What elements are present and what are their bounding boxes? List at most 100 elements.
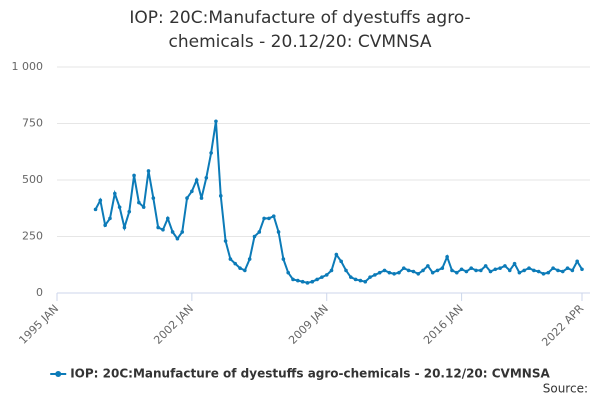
point (132, 173, 136, 178)
point (368, 275, 372, 279)
point (440, 266, 445, 270)
x-tick-label: 2009 JAN (286, 302, 331, 347)
point (214, 119, 218, 124)
point (560, 269, 565, 274)
point (228, 257, 233, 261)
point (464, 269, 469, 274)
point (580, 267, 584, 272)
source: Source: (543, 382, 588, 396)
point (430, 270, 435, 275)
point (262, 216, 266, 221)
point (320, 275, 324, 279)
point (344, 268, 348, 273)
point (204, 175, 209, 180)
point (349, 275, 353, 279)
point (445, 255, 449, 259)
point (108, 216, 112, 221)
y-tick-label: 500 (22, 173, 43, 186)
point (493, 267, 498, 272)
point (339, 259, 343, 264)
point (329, 268, 334, 273)
series-line (94, 121, 583, 284)
point (334, 252, 339, 257)
point (324, 273, 329, 277)
point (421, 268, 425, 273)
point (190, 189, 194, 194)
point (180, 230, 185, 234)
point (238, 266, 242, 270)
point (483, 264, 488, 268)
point (512, 261, 517, 266)
point (575, 259, 579, 264)
y-tick-label: 1 000 (12, 60, 44, 73)
point (146, 169, 151, 173)
point (454, 270, 459, 275)
point (536, 269, 541, 274)
x-tick-label: 2016 JAN (421, 302, 466, 347)
point (488, 269, 493, 274)
point (218, 194, 223, 198)
point (165, 216, 170, 221)
legend-marker (55, 371, 62, 377)
point (377, 270, 382, 275)
point (517, 270, 522, 275)
x-tick-label: 2002 JAN (151, 302, 196, 347)
point (474, 268, 478, 273)
y-tick-label: 0 (36, 286, 43, 299)
x-tick-label: 2022 APR (539, 302, 586, 349)
point (247, 257, 252, 261)
point (498, 266, 502, 270)
point (426, 264, 430, 268)
point (503, 264, 507, 268)
point (532, 268, 536, 273)
point (223, 239, 228, 243)
point (252, 234, 257, 239)
point (411, 269, 416, 274)
chart-title: IOP: 20C:Manufacture of dyestuffs agro-c… (129, 8, 471, 52)
point (151, 196, 156, 200)
point (479, 268, 483, 273)
point (103, 223, 107, 227)
point (387, 270, 392, 275)
point (556, 268, 560, 273)
point (112, 191, 117, 196)
point (416, 271, 421, 276)
point (175, 236, 180, 241)
point (310, 279, 315, 284)
point (170, 230, 175, 234)
point (358, 278, 363, 283)
point (522, 268, 527, 273)
point (541, 271, 546, 276)
point (551, 266, 555, 270)
point (127, 209, 132, 214)
point (199, 196, 204, 200)
point (450, 268, 454, 273)
point (570, 268, 575, 273)
point (373, 273, 377, 277)
point (141, 205, 146, 209)
point (161, 227, 165, 232)
point (363, 279, 368, 284)
point (281, 257, 286, 261)
point (122, 225, 127, 230)
point (98, 198, 103, 203)
point (243, 268, 247, 273)
x-tick-label: 1995 JAN (16, 302, 61, 347)
point (276, 230, 281, 234)
point (459, 267, 464, 272)
point (185, 196, 189, 200)
point (271, 214, 276, 218)
point (300, 279, 305, 284)
point (305, 281, 310, 285)
point (194, 178, 199, 182)
point (507, 268, 512, 273)
point (233, 261, 238, 266)
point (392, 271, 396, 276)
point (469, 266, 474, 270)
point (286, 270, 290, 275)
point (546, 270, 551, 275)
point (435, 268, 440, 273)
point (401, 266, 406, 270)
